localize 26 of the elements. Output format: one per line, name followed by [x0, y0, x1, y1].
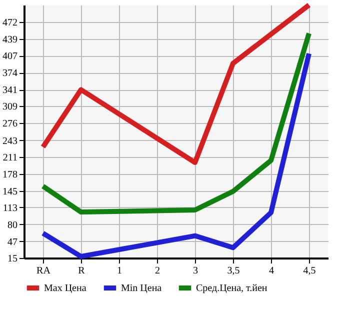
y-tick-label: 276 [2, 118, 18, 130]
x-tick-label: 3 [193, 266, 198, 276]
x-tick-label: 4 [269, 266, 274, 276]
x-tick-label: R [78, 266, 86, 276]
y-tick-label: 47 [8, 236, 18, 248]
x-tick-label: 1 [117, 266, 122, 276]
y-tick-label: 407 [2, 51, 18, 62]
legend-label: Max Цена [44, 283, 87, 294]
legend-label: Min Цена [121, 283, 162, 294]
y-tick-label: 211 [2, 152, 18, 164]
y-tick-label: 341 [2, 85, 18, 96]
y-tick-label: 309 [2, 102, 18, 113]
x-tick-label: 2 [155, 266, 160, 276]
y-tick-label: 178 [2, 169, 18, 180]
x-tick-label: 4,5 [303, 266, 316, 276]
y-tick-label: 374 [2, 68, 18, 80]
y-tick-label: 113 [2, 202, 18, 214]
x-tick-label: RA [36, 266, 52, 276]
y-tick-label: 243 [2, 136, 18, 147]
y-tick-label: 472 [2, 18, 18, 29]
y-tick-label: 145 [2, 186, 18, 198]
legend-label: Сред.Цена, т.йен [196, 283, 268, 294]
y-tick-label: 80 [8, 220, 18, 231]
x-tick-label: 3,5 [227, 266, 240, 276]
y-tick-label: 15 [8, 254, 18, 264]
y-tick-label: 439 [2, 34, 18, 46]
